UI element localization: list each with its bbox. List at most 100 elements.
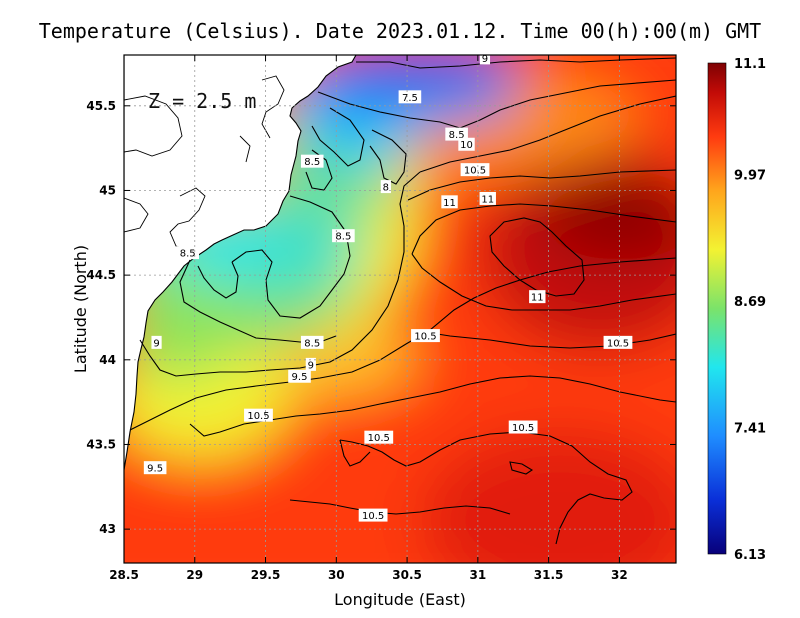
colorbar-tick-label: 11.1 bbox=[734, 57, 766, 72]
contour-label-bg bbox=[332, 229, 355, 243]
contour-label-text: 8 bbox=[383, 183, 389, 194]
contour-label-bg bbox=[458, 137, 475, 151]
contour-label: 10.5 bbox=[364, 430, 394, 444]
contour-label-text: 11 bbox=[443, 198, 456, 209]
temperature-field bbox=[124, 55, 676, 563]
chart-title: Temperature (Celsius). Date 2023.01.12. … bbox=[39, 19, 761, 43]
contour-label: 10.5 bbox=[358, 508, 388, 522]
colorbar-tick-label: 6.13 bbox=[734, 548, 766, 563]
contour-label-bg bbox=[305, 357, 316, 371]
contour-label: 9.5 bbox=[288, 369, 311, 383]
contour-label-text: 10.5 bbox=[414, 332, 436, 343]
contour-label-text: 8.5 bbox=[304, 157, 320, 168]
contour-label-bg bbox=[176, 246, 199, 260]
contour-label-bg bbox=[460, 163, 490, 177]
contour-label: 8.5 bbox=[332, 229, 355, 243]
contour-label-bg bbox=[529, 290, 546, 304]
contour-label: 9 bbox=[305, 357, 316, 371]
contour-label-text: 9 bbox=[153, 338, 159, 349]
contour-label-text: 11 bbox=[481, 194, 494, 205]
contour-label-text: 10.5 bbox=[362, 511, 384, 522]
contour-label: 9 bbox=[151, 335, 162, 349]
contour-label-bg bbox=[445, 127, 468, 141]
contour-label-text: 10.5 bbox=[368, 433, 390, 444]
contour-label: 10.5 bbox=[508, 420, 538, 434]
contour-label: 11 bbox=[441, 195, 458, 209]
contour-label-bg bbox=[380, 180, 391, 194]
contour-label: 10.5 bbox=[460, 163, 490, 177]
grid-lines bbox=[124, 55, 676, 563]
contour-label-bg bbox=[358, 508, 388, 522]
y-tick-label: 43.5 bbox=[86, 437, 116, 451]
contour-label: 10.5 bbox=[411, 329, 440, 343]
y-tick-label: 44 bbox=[99, 353, 116, 367]
contour-label-text: 8.5 bbox=[335, 232, 351, 243]
contour-label-bg bbox=[300, 335, 324, 349]
x-tick-label: 30 bbox=[328, 568, 345, 582]
contour-label: 9.5 bbox=[143, 461, 167, 475]
contour-label-text: 9 bbox=[482, 54, 488, 65]
x-tick-label: 29 bbox=[186, 568, 203, 582]
contour-label-bg bbox=[441, 195, 458, 209]
contour-label-bg bbox=[479, 55, 491, 65]
contour-label-bg bbox=[151, 335, 162, 349]
depth-label: Z = 2.5 m bbox=[148, 89, 256, 113]
inland-coast-lines bbox=[124, 75, 285, 251]
contour-label: 10.5 bbox=[603, 335, 633, 349]
contour-label-bg bbox=[479, 191, 496, 205]
y-axis-title: Latitude (North) bbox=[71, 245, 90, 373]
contour-label: 8.5 bbox=[445, 127, 468, 141]
contour-label: 7.5 bbox=[398, 90, 422, 104]
contour-label-text: 11 bbox=[531, 293, 544, 304]
contour-label-bg bbox=[603, 335, 633, 349]
contour-label-text: 9 bbox=[308, 360, 314, 371]
contour-label-bg bbox=[398, 90, 422, 104]
contour-label: 8.5 bbox=[176, 246, 199, 260]
contour-label-text: 10.5 bbox=[607, 338, 629, 349]
contour-label: 9 bbox=[479, 54, 491, 65]
x-tick-label: 31 bbox=[469, 568, 486, 582]
contour-label-bg bbox=[288, 369, 311, 383]
land-mass bbox=[124, 55, 357, 471]
contour-label: 11 bbox=[529, 290, 546, 304]
contour-label: 10.5 bbox=[244, 408, 273, 422]
y-tick-label: 45.5 bbox=[86, 99, 116, 113]
x-axis-title: Longitude (East) bbox=[334, 590, 466, 609]
x-tick-label: 28.5 bbox=[109, 568, 139, 582]
x-tick-label: 32 bbox=[611, 568, 628, 582]
colorbar bbox=[707, 62, 727, 555]
contour-label-text: 9.5 bbox=[292, 372, 308, 383]
contour-label: 8.5 bbox=[300, 335, 324, 349]
contour-label: 8 bbox=[380, 180, 391, 194]
y-tick-label: 45 bbox=[99, 183, 116, 197]
contour-label-text: 7.5 bbox=[402, 93, 418, 104]
x-tick-label: 31.5 bbox=[534, 568, 564, 582]
colorbar-tick-label: 9.97 bbox=[734, 169, 766, 184]
contour-label-text: 9.5 bbox=[147, 464, 163, 475]
contour-label-text: 10.5 bbox=[512, 423, 534, 434]
contour-label-text: 8.5 bbox=[304, 338, 320, 349]
contour-label-text: 10.5 bbox=[247, 411, 269, 422]
contour-label-text: 8.5 bbox=[449, 130, 465, 141]
contour-label-text: 10.5 bbox=[464, 166, 486, 177]
contour-label: 8.5 bbox=[300, 154, 324, 168]
contour-label-bg bbox=[411, 329, 440, 343]
contour-label-text: 8.5 bbox=[180, 249, 196, 260]
colorbar-tick-label: 7.41 bbox=[734, 422, 766, 437]
plot-area: 9 7.5 8.5 8.5 8 10 10.5 11 11 8.5 8.5 11 9 8.5 10.5 10.… bbox=[124, 54, 676, 563]
colorbar-labels: 11.1 9.97 8.69 7.41 6.13 bbox=[734, 57, 766, 563]
y-tick-label: 44.5 bbox=[86, 268, 116, 282]
x-tick-label: 29.5 bbox=[251, 568, 281, 582]
y-axis: 43 43.5 44 44.5 45 45.5 bbox=[86, 99, 676, 536]
contour-label: 10 bbox=[458, 137, 475, 151]
colorbar-tick-label: 8.69 bbox=[734, 295, 766, 310]
x-tick-label: 30.5 bbox=[392, 568, 422, 582]
contour-label-bg bbox=[143, 461, 167, 475]
plot-frame bbox=[123, 54, 677, 564]
x-axis: 28.5 29 29.5 30 30.5 31 31.5 32 bbox=[109, 55, 628, 582]
y-tick-label: 43 bbox=[99, 522, 116, 536]
contour-label: 11 bbox=[479, 191, 496, 205]
contour-label-bg bbox=[364, 430, 394, 444]
contour-label-bg bbox=[508, 420, 538, 434]
